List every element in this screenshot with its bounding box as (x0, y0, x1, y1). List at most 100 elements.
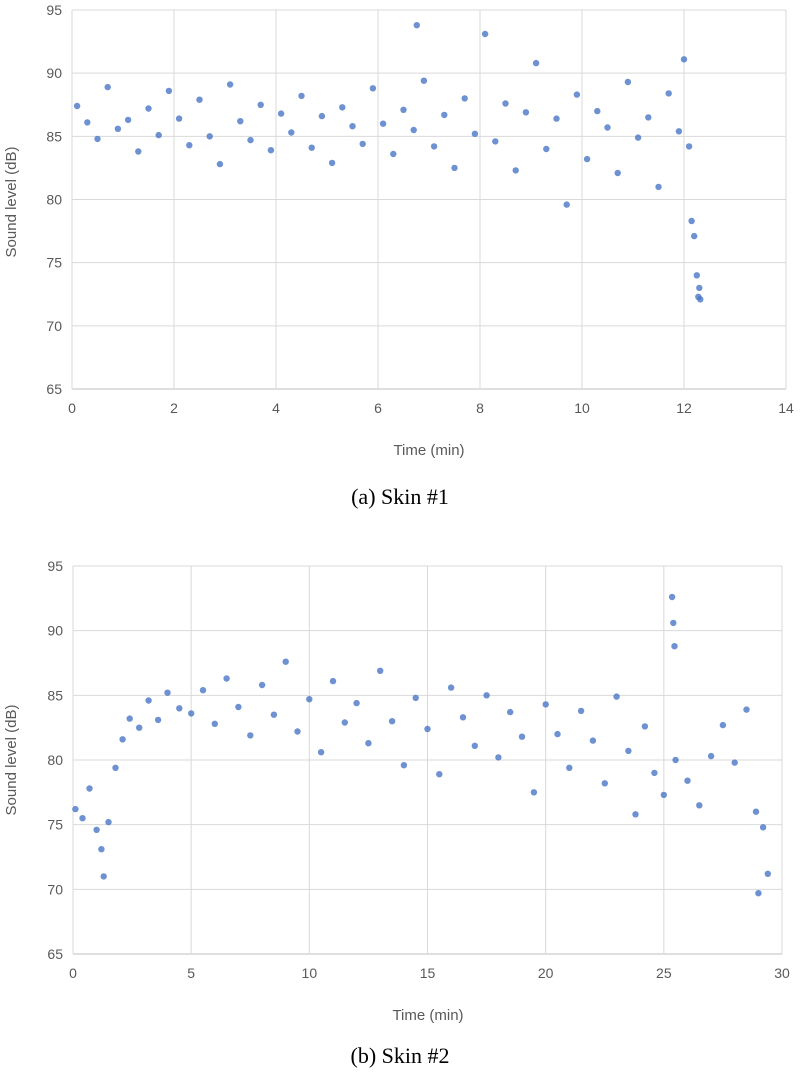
x-tick-label: 15 (420, 965, 436, 981)
data-point (339, 104, 346, 111)
data-point (613, 693, 620, 700)
data-point (594, 107, 601, 115)
data-point (495, 754, 502, 761)
data-point (625, 747, 632, 755)
data-point (731, 759, 738, 766)
data-point (282, 658, 289, 665)
data-point (377, 667, 384, 674)
data-point (136, 724, 143, 731)
x-tick-label: 30 (774, 965, 790, 981)
data-point (216, 160, 224, 168)
data-point (461, 95, 468, 102)
data-point (341, 719, 348, 726)
data-point (186, 142, 193, 149)
grid (71, 9, 787, 390)
data-point (400, 106, 407, 114)
data-point (410, 126, 417, 134)
data-point (518, 733, 526, 740)
data-point (696, 802, 703, 809)
data-point (507, 708, 514, 716)
x-axis-title: Time (min) (393, 442, 464, 459)
data-point (126, 715, 133, 722)
data-point (257, 101, 264, 109)
data-point (165, 87, 173, 95)
y-tick-label: 95 (46, 2, 62, 18)
data-point (247, 136, 254, 144)
data-point (86, 785, 93, 792)
data-point (743, 706, 750, 713)
data-point (235, 703, 242, 711)
data-point (267, 147, 275, 154)
data-point (318, 112, 326, 120)
data-point (93, 826, 100, 833)
data-point (693, 272, 700, 279)
data-point (400, 762, 408, 769)
data-point (100, 873, 107, 880)
data-point (583, 155, 591, 163)
data-point (226, 81, 234, 88)
data-point (634, 134, 642, 141)
data-point (441, 111, 448, 119)
chart-panel-b: 65 70 75 80 85 90 95 0 5 10 15 20 25 30 Time (min) S… (3, 558, 790, 1068)
data-point (624, 78, 632, 86)
data-point (223, 675, 230, 682)
data-point (532, 59, 540, 67)
y-tick-labels: 65 70 75 80 85 90 95 (46, 2, 62, 397)
data-points (72, 593, 771, 897)
y-tick-label: 80 (46, 192, 62, 208)
data-point (154, 716, 162, 724)
x-tick-label: 0 (68, 400, 76, 416)
data-point (155, 131, 162, 139)
data-point (459, 714, 467, 721)
data-point (328, 159, 336, 167)
data-point (632, 811, 639, 818)
data-point (308, 144, 315, 151)
y-tick-label: 95 (47, 558, 63, 574)
x-tick-label: 6 (374, 400, 382, 416)
data-point (554, 730, 561, 738)
data-point (688, 217, 695, 225)
data-point (98, 846, 105, 853)
data-point (258, 681, 266, 689)
x-tick-label: 20 (538, 965, 554, 981)
x-tick-label: 0 (69, 965, 77, 981)
data-point (298, 92, 305, 100)
y-tick-label: 90 (47, 623, 63, 639)
data-point (390, 150, 397, 158)
data-point (72, 805, 79, 813)
chart-panel-a: 65 70 75 80 85 90 95 0 2 4 6 8 10 12 14 Time (min) So… (3, 2, 794, 509)
data-point (424, 725, 431, 733)
data-point (247, 732, 254, 739)
data-point (288, 129, 295, 136)
data-point (329, 677, 337, 685)
data-point (668, 593, 676, 601)
data-point (369, 85, 377, 92)
data-point (270, 711, 278, 718)
data-point (451, 164, 458, 172)
x-tick-label: 5 (187, 965, 195, 981)
data-point (483, 692, 490, 699)
data-point (670, 619, 677, 627)
data-point (577, 707, 585, 715)
data-point (73, 102, 81, 110)
data-point (104, 83, 111, 91)
y-tick-label: 70 (46, 318, 62, 334)
data-points (73, 22, 704, 303)
data-point (196, 96, 203, 103)
y-tick-label: 85 (46, 128, 62, 144)
data-point (707, 752, 715, 760)
data-point (471, 742, 478, 749)
data-point (589, 737, 597, 744)
data-point (306, 696, 313, 703)
data-point (112, 764, 119, 771)
data-point (349, 123, 356, 130)
data-point (685, 143, 693, 150)
data-point (759, 824, 767, 831)
data-point (697, 296, 704, 303)
data-point (430, 143, 438, 150)
data-point (294, 728, 301, 735)
x-tick-labels: 0 2 4 6 8 10 12 14 (68, 400, 794, 416)
y-tick-label: 75 (46, 255, 62, 271)
data-point (105, 818, 112, 826)
